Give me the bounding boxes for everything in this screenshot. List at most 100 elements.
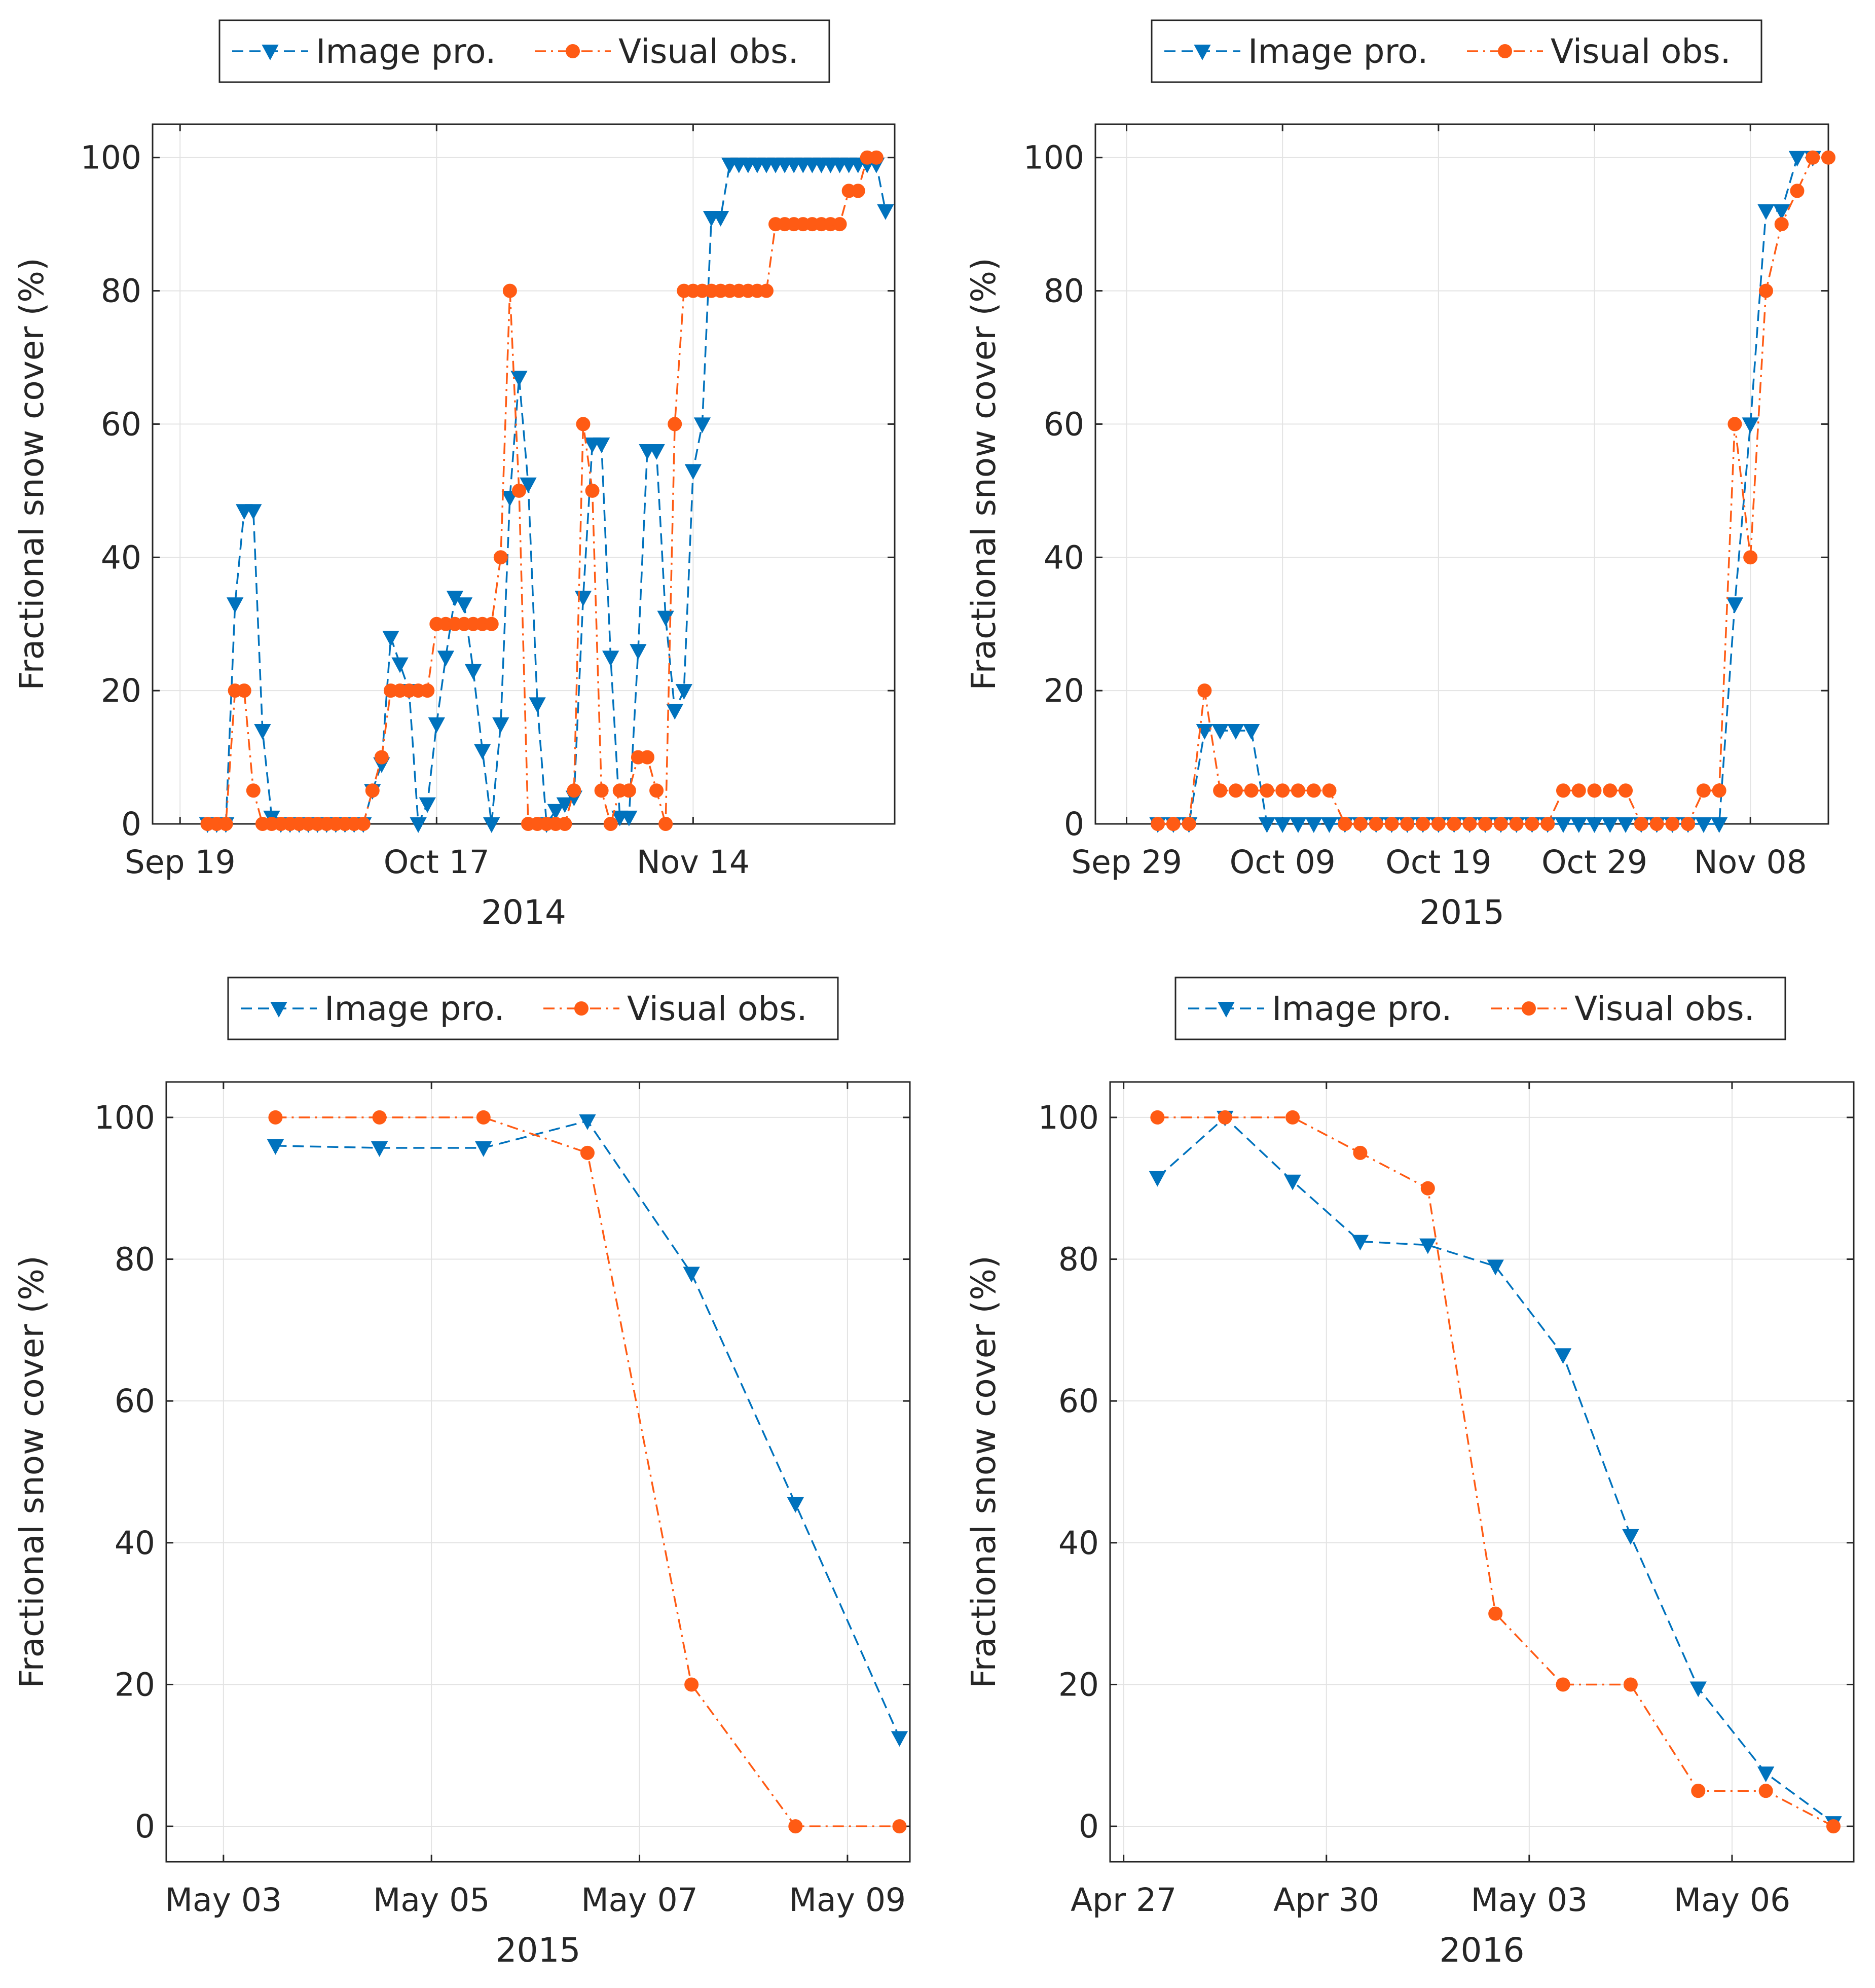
data-point [246, 783, 261, 798]
data-point [1758, 1784, 1773, 1798]
series-visual-obs [268, 1110, 907, 1834]
y-tick-label: 80 [115, 1241, 155, 1278]
data-point [1322, 783, 1337, 798]
data-point [1431, 817, 1446, 831]
grid [1110, 1082, 1854, 1862]
data-point [658, 817, 673, 831]
data-point [1291, 783, 1305, 798]
series-image-pro [199, 157, 894, 833]
y-axis: 0 20 40 60 80 100 [1023, 139, 1828, 843]
legend-marker-visual-obs [1522, 1001, 1536, 1016]
data-point [267, 1139, 284, 1155]
data-point [1420, 1181, 1435, 1196]
data-point [621, 783, 636, 798]
legend-marker-image-pro [262, 45, 279, 60]
x-tick-label: Oct 29 [1541, 844, 1647, 881]
legend-label-visual-obs: Visual obs. [618, 32, 799, 71]
x-tick-label: Sep 19 [125, 844, 236, 881]
data-point [428, 717, 445, 733]
data-point [218, 817, 233, 831]
data-point [1462, 817, 1477, 831]
y-tick-label: 100 [94, 1099, 155, 1136]
data-point [529, 697, 546, 713]
data-point [1493, 817, 1508, 831]
y-tick-label: 0 [121, 806, 141, 843]
x-tick-label: May 07 [581, 1882, 697, 1919]
data-point [1790, 184, 1805, 198]
data-point [683, 1267, 700, 1283]
legend-label-image-pro: Image pro. [1272, 989, 1452, 1028]
data-point [437, 650, 455, 667]
y-tick-label: 60 [101, 406, 141, 443]
data-point [877, 204, 894, 220]
data-point [226, 597, 244, 613]
data-point [1338, 817, 1352, 831]
data-point [1788, 151, 1806, 167]
data-point [1570, 817, 1588, 833]
series-line [1157, 1116, 1834, 1827]
data-point [1416, 817, 1430, 831]
data-point [1197, 683, 1212, 698]
data-point [1821, 150, 1835, 165]
data-point [492, 717, 509, 733]
data-point [1634, 817, 1648, 831]
data-point [1712, 783, 1726, 798]
data-point [268, 1110, 283, 1125]
series-line [1158, 156, 1813, 825]
x-tick-label: May 06 [1674, 1882, 1790, 1919]
data-point [1695, 817, 1712, 833]
legend: Image pro. Visual obs. [218, 19, 830, 83]
series-line [275, 1116, 900, 1827]
data-point [1218, 1110, 1232, 1125]
data-point [1587, 783, 1602, 798]
data-point [1166, 817, 1181, 831]
data-point [511, 483, 526, 498]
data-point [1353, 817, 1368, 831]
legend-box [1151, 19, 1762, 83]
legend-label-visual-obs: Visual obs. [1551, 32, 1731, 71]
data-point [1649, 817, 1664, 831]
legend: Image pro. Visual obs. [227, 977, 839, 1040]
data-point [1182, 817, 1196, 831]
x-tick-label: May 03 [165, 1882, 282, 1919]
y-axis-title: Fractional snow cover (%) [12, 258, 51, 690]
data-point [869, 150, 884, 165]
y-tick-label: 20 [1058, 1666, 1099, 1703]
chart-fall-2015: 0 20 40 60 80 100 Sep 29 Oct 09 Oct 19 Oct 29 Nov … [964, 19, 1835, 932]
y-tick-label: 20 [101, 672, 141, 709]
panel-spring-2016: 0 20 40 60 80 100 Apr 27 Apr 30 May 03 May 06 2016… [937, 972, 1875, 1986]
data-point [1305, 817, 1322, 833]
data-point [1149, 1171, 1166, 1187]
y-tick-label: 20 [1044, 672, 1084, 709]
legend-label-visual-obs: Visual obs. [627, 989, 807, 1028]
x-tick-label: May 09 [789, 1882, 906, 1919]
legend: Image pro. Visual obs. [1174, 977, 1786, 1040]
plot-frame [165, 1081, 911, 1863]
data-point [832, 217, 847, 232]
series-visual-obs [1150, 1110, 1841, 1834]
data-point [1211, 724, 1229, 740]
data-point [567, 783, 581, 798]
data-point [585, 483, 600, 498]
data-point [684, 464, 702, 480]
data-point [579, 1114, 596, 1130]
y-tick-label: 100 [1038, 1099, 1099, 1136]
data-point [1227, 724, 1244, 740]
grid [166, 1082, 910, 1862]
data-point [1710, 817, 1728, 833]
data-point [1696, 783, 1711, 798]
x-tick-label: Apr 27 [1071, 1882, 1177, 1919]
data-point [1806, 150, 1820, 165]
data-point [1619, 783, 1633, 798]
data-point [594, 783, 609, 798]
legend-marker-visual-obs [566, 44, 580, 58]
y-axis-title: Fractional snow cover (%) [964, 1255, 1003, 1688]
data-point [1571, 783, 1586, 798]
y-axis: 0 20 40 60 80 100 [1038, 1099, 1854, 1845]
y-tick-label: 100 [1023, 139, 1084, 176]
plot-frame [1109, 1081, 1855, 1863]
series-line [1157, 1116, 1834, 1824]
y-tick-label: 40 [115, 1525, 155, 1562]
data-point [493, 550, 508, 565]
data-point [410, 817, 427, 833]
